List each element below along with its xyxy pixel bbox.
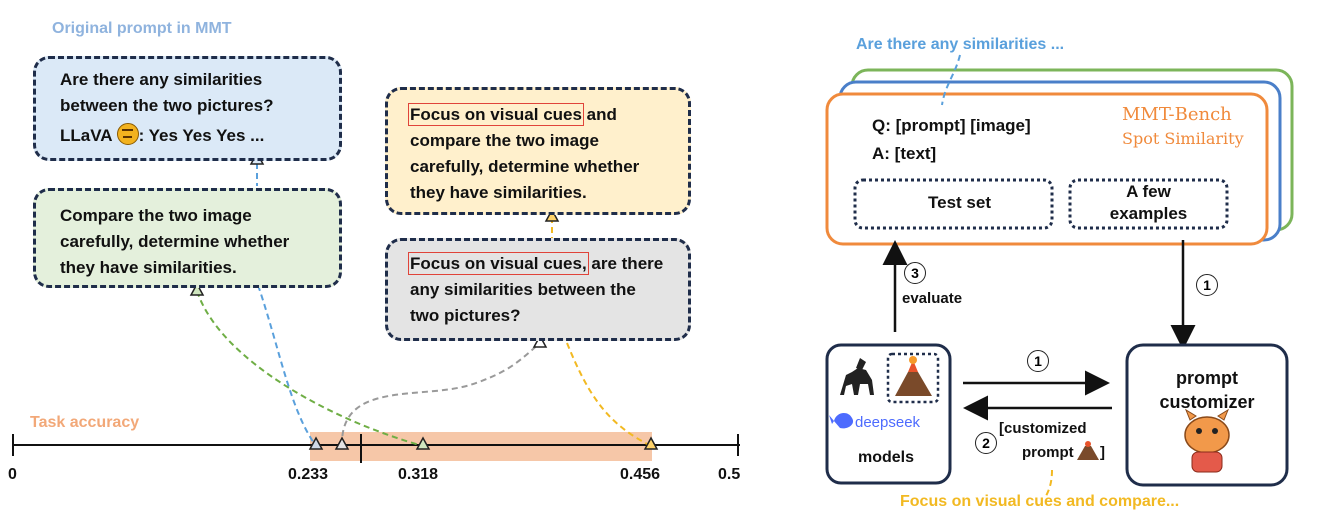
customized-label-line1: [customized [999,420,1087,437]
customizer-box [1125,343,1289,487]
gray-prompt-tail: are there [586,254,664,273]
volcano-small-icon [1077,441,1099,460]
marker-triangle [532,334,548,348]
connector-top-label [941,54,961,106]
marker-triangle [544,208,560,222]
customized-label-bracket: ] [1100,444,1105,461]
test-set-box [853,178,1054,230]
step3-badge: 3 [904,262,926,284]
few-examples-label: A few examples [1070,181,1227,225]
connector-green [196,290,424,447]
marker-triangle [643,436,659,450]
gray-prompt-line: two pictures? [410,306,521,325]
volcano-icon [895,356,932,396]
step1-badge-right: 1 [1196,274,1218,296]
angry-face-icon [116,123,139,145]
accuracy-band [310,432,652,461]
highlight-focus-visual-cues: Focus on visual cues [408,103,584,126]
axis-label-0318: 0.318 [398,466,439,483]
axis-label-0233: 0.233 [288,466,329,483]
step2-badge: 2 [975,432,997,454]
gray-prompt-line: Focus on visual cues, are there [408,251,688,277]
marker-triangle [189,282,205,296]
original-prompt-box: Are there any similarities between the t… [33,56,342,161]
connector-yellow-curve [566,342,652,447]
yellow-prompt-box: Focus on visual cues and compare the two… [385,87,691,215]
customizer-line: customizer [1159,392,1255,412]
connector-blue-curve [257,284,317,447]
q-line: Q: [prompt] [image] [872,116,1031,135]
yellow-prompt-line: Focus on visual cues and [408,102,688,128]
axis-label-0456: 0.456 [620,466,661,483]
connector-bottom-label [1044,469,1053,499]
few-examples-box [1068,178,1229,230]
gray-prompt-box: Focus on visual cues, are there any simi… [385,238,691,341]
marker-triangle [415,436,431,450]
top-prompt-label: Are there any similarities ... [856,36,1065,53]
yellow-prompt-tail: and [581,105,617,124]
connector-gray [340,342,541,447]
bench-subtitle: Spot Similarity [1122,129,1244,148]
axis-label-05: 0.5 [718,466,741,483]
green-prompt-box: Compare the two image carefully, determi… [33,188,342,288]
marker-triangle [334,436,350,450]
few-examples-line: A few [1126,182,1171,201]
task-accuracy-label: Task accuracy [30,414,140,431]
green-prompt-line: Compare the two image [60,206,252,225]
bottom-prompt-label: Focus on visual cues and compare... [900,493,1180,510]
llama-icon [840,358,874,395]
customized-label-line2: prompt [1022,444,1074,461]
axis-label-0: 0 [8,466,17,483]
llava-answer: : Yes Yes Yes ... [138,126,265,145]
original-prompt-line: between the two pictures? [60,96,274,115]
original-prompt-line: Are there any similarities [60,70,263,89]
few-examples-line: examples [1109,204,1188,223]
marker-triangle [308,436,324,450]
customizer-label: prompt customizer [1127,366,1287,414]
step1-badge-mid: 1 [1027,350,1049,372]
bench-title: MMT-Bench [1122,104,1232,125]
deepseek-whale-icon [829,412,854,429]
deepseek-logo-text: deepseek [855,414,921,431]
yellow-prompt-line: they have similarities. [410,183,587,202]
gray-prompt-line: any similarities between the [410,280,636,299]
step3-number: 3 [904,262,926,284]
evaluate-label: evaluate [902,290,963,307]
step1-number: 1 [1196,274,1218,296]
green-prompt-line: carefully, determine whether [60,232,290,251]
yellow-prompt-line: carefully, determine whether [410,157,640,176]
yellow-prompt-line: compare the two image [410,131,599,150]
test-set-label: Test set [928,193,991,212]
models-label: models [858,449,915,466]
green-prompt-line: they have similarities. [60,258,237,277]
tiger-icon [1184,408,1230,473]
a-line: A: [text] [872,144,937,163]
original-prompt-label: Original prompt in MMT [52,20,232,37]
customizer-line: prompt [1176,368,1238,388]
step2-number: 2 [975,432,997,454]
llava-name: LLaVA [60,126,113,145]
step1-number: 1 [1027,350,1049,372]
highlight-focus-visual-cues: Focus on visual cues, [408,252,589,275]
llava-answer-line: LLaVA : Yes Yes Yes ... [60,123,339,149]
